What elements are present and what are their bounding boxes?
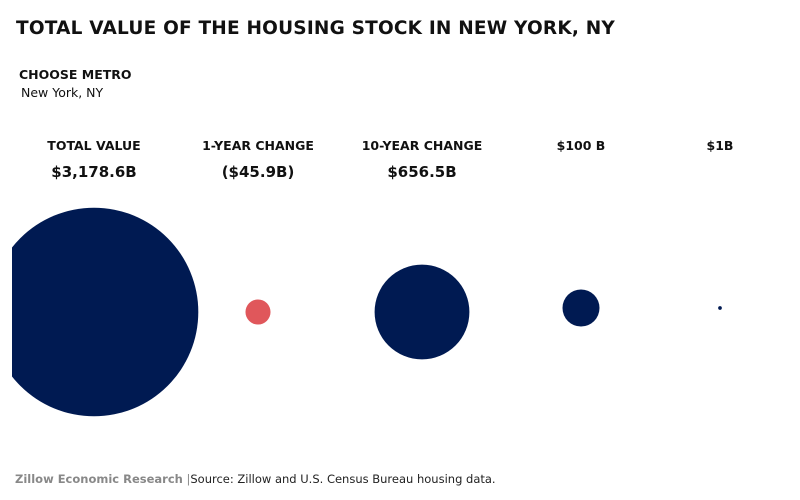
header-10-year-change: 10-YEAR CHANGE bbox=[361, 138, 483, 153]
legend-bubble-100b bbox=[562, 289, 600, 327]
legend-1b-label: $1B bbox=[706, 138, 734, 153]
bubble-10-year-change bbox=[374, 264, 470, 360]
bubble-total-value bbox=[12, 207, 199, 417]
footer-separator: | bbox=[186, 472, 191, 486]
value-1-year-change: ($45.9B) bbox=[221, 163, 295, 181]
value-10-year-change: $656.5B bbox=[387, 163, 457, 181]
footer-source: Source: Zillow and U.S. Census Bureau ho… bbox=[190, 472, 496, 486]
footer: Zillow Economic Research |Source: Zillow… bbox=[15, 472, 496, 486]
legend-bubble-1b bbox=[718, 306, 722, 310]
bubble-1-year-change bbox=[245, 299, 271, 325]
header-1-year-change: 1-YEAR CHANGE bbox=[202, 138, 314, 153]
value-total: $3,178.6B bbox=[51, 163, 137, 181]
footer-brand: Zillow Economic Research bbox=[15, 472, 183, 486]
header-total-value: TOTAL VALUE bbox=[47, 138, 141, 153]
metro-selector[interactable]: New York, NY bbox=[21, 85, 104, 100]
legend-100b-label: $100 B bbox=[556, 138, 606, 153]
metro-selector-label: CHOOSE METRO bbox=[19, 67, 132, 82]
chart-title: TOTAL VALUE OF THE HOUSING STOCK IN NEW … bbox=[16, 18, 616, 39]
